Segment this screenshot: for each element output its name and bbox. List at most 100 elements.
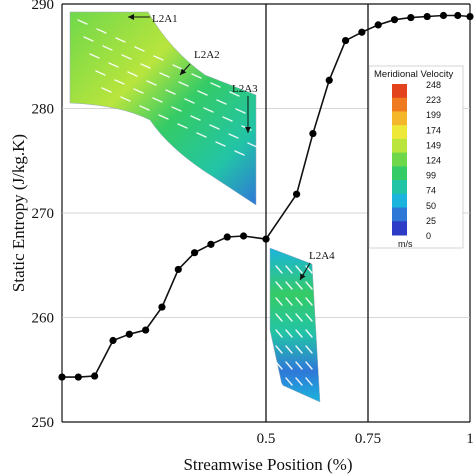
colorbar-swatch xyxy=(392,152,407,167)
velocity-vector xyxy=(235,108,246,114)
velocity-vector xyxy=(222,116,233,122)
colorbar: Meridional Velocity 248 223 199 174 149 124 99… xyxy=(368,65,464,249)
colorbar-label: 99 xyxy=(426,171,436,181)
annotation-l2a4: L2A4 xyxy=(309,250,335,262)
colorbar-label: 248 xyxy=(426,80,441,90)
velocity-vector xyxy=(305,361,313,370)
velocity-vector xyxy=(295,313,303,322)
colorbar-label: 25 xyxy=(426,216,436,226)
colorbar-label: 124 xyxy=(426,156,441,166)
velocity-vector xyxy=(216,99,227,105)
velocity-vector xyxy=(139,105,150,111)
velocity-vector xyxy=(203,107,214,113)
velocity-vector xyxy=(178,81,189,87)
velocity-vector xyxy=(196,132,207,138)
colorbar-swatch xyxy=(392,125,407,140)
velocity-vector xyxy=(215,141,226,147)
velocity-vector xyxy=(133,88,144,94)
velocity-vector xyxy=(77,19,88,25)
velocity-vector xyxy=(134,46,145,52)
velocity-vector xyxy=(153,55,164,61)
colorbar-swatch xyxy=(392,138,407,154)
data-point xyxy=(58,373,66,381)
data-point xyxy=(358,28,366,36)
velocity-vector xyxy=(295,345,303,354)
data-point xyxy=(325,76,333,84)
data-point xyxy=(142,326,150,334)
velocity-vector xyxy=(285,361,293,370)
data-point xyxy=(407,13,415,22)
velocity-vector xyxy=(96,28,107,34)
data-point xyxy=(454,11,462,20)
velocity-vector xyxy=(295,297,303,306)
colorbar-label: 50 xyxy=(426,201,436,211)
velocity-vector xyxy=(158,114,169,120)
velocity-vector xyxy=(285,329,293,338)
annotation-l2a3: L2A3 xyxy=(232,83,258,95)
y-tick-label: 280 xyxy=(32,102,55,118)
velocity-vector xyxy=(295,265,303,274)
colorbar-swatch xyxy=(392,97,407,112)
colorbar-swatch xyxy=(392,221,407,236)
entropy-series-points xyxy=(58,11,474,381)
colorbar-label: 199 xyxy=(426,110,441,120)
velocity-vector xyxy=(101,87,112,93)
velocity-vector xyxy=(305,377,313,386)
data-point xyxy=(174,265,182,274)
x-tick-label: 0.5 xyxy=(257,431,276,447)
velocity-vector xyxy=(275,345,283,354)
velocity-vector xyxy=(275,377,283,386)
colorbar-swatch xyxy=(392,166,407,181)
velocity-vector xyxy=(275,281,283,290)
y-tick-label: 270 xyxy=(32,206,55,222)
data-point xyxy=(466,12,474,21)
y-ticks: 250 260 270 280 290 xyxy=(32,0,55,431)
velocity-vector xyxy=(83,36,94,42)
velocity-vector xyxy=(305,345,313,354)
x-tick-label: 1 xyxy=(466,431,474,447)
velocity-vector xyxy=(295,361,303,370)
colorbar-title: Meridional Velocity xyxy=(374,69,453,80)
contour-inset-upper-blade xyxy=(69,11,257,206)
colorbar-label: 223 xyxy=(426,95,441,105)
annotations: L2A1 L2A2 L2A3 L2A4 xyxy=(128,13,335,281)
velocity-vector xyxy=(165,89,176,95)
annotation-l2a2: L2A2 xyxy=(194,49,220,61)
data-point xyxy=(239,232,248,240)
velocity-vector xyxy=(140,63,151,69)
colorbar-label: 74 xyxy=(426,186,436,196)
colorbar-swatch xyxy=(392,207,407,222)
velocity-vector xyxy=(184,98,195,104)
colorbar-unit: m/s xyxy=(398,239,413,249)
velocity-vector xyxy=(197,90,208,96)
x-tick-label: 0.75 xyxy=(355,431,381,447)
data-point xyxy=(390,16,399,24)
colorbar-swatch xyxy=(392,111,407,126)
data-point xyxy=(191,249,199,257)
data-point xyxy=(223,233,231,241)
velocity-vector xyxy=(275,329,283,338)
data-point xyxy=(74,373,82,381)
velocity-vector xyxy=(210,82,221,88)
annotation-l2a1: L2A1 xyxy=(152,13,178,25)
data-point xyxy=(158,303,166,311)
velocity-vector xyxy=(275,313,283,322)
velocity-vector xyxy=(95,70,106,76)
velocity-vector xyxy=(209,124,220,130)
velocity-vector xyxy=(305,281,313,290)
velocity-vector xyxy=(177,123,188,129)
velocity-vector xyxy=(285,377,293,386)
data-point xyxy=(374,21,382,29)
velocity-vector xyxy=(285,313,293,322)
data-point xyxy=(109,336,117,345)
velocity-vector xyxy=(285,297,293,306)
velocity-vector xyxy=(247,142,258,148)
y-tick-label: 290 xyxy=(32,0,55,13)
velocity-vector xyxy=(285,281,293,290)
x-axis-label: Streamwise Position (%) xyxy=(183,455,352,474)
velocity-vector xyxy=(114,79,125,85)
y-axis-label: Static Entropy (J/kg.K) xyxy=(9,134,28,292)
data-point xyxy=(439,11,448,20)
velocity-vector xyxy=(305,297,313,306)
velocity-vector xyxy=(152,97,163,103)
